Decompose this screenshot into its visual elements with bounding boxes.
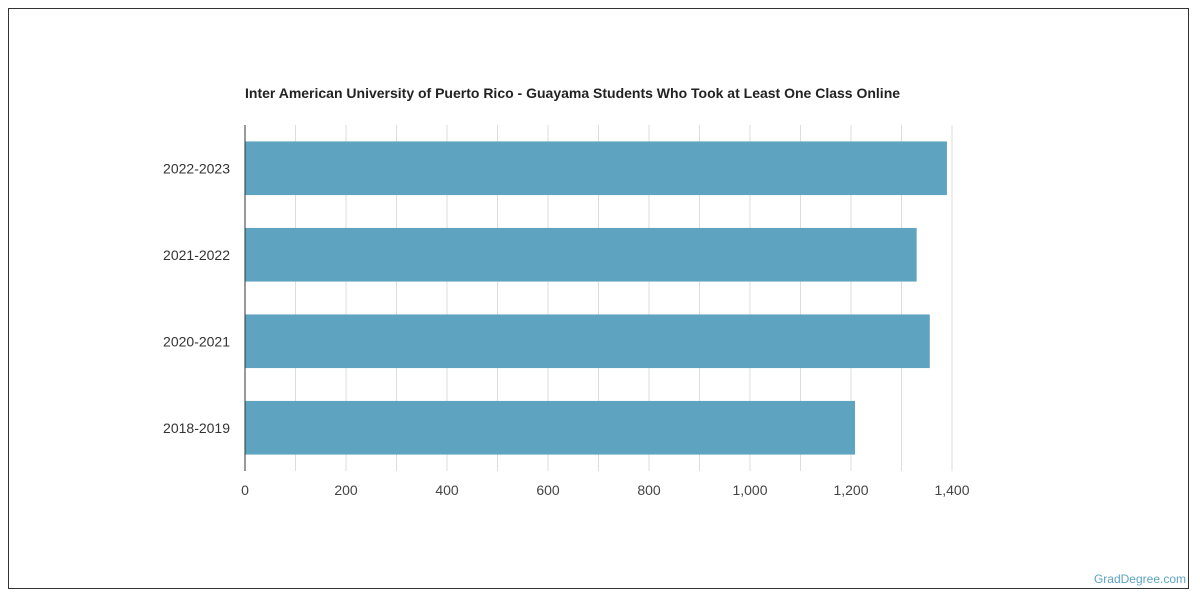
category-label: 2021-2022 [163,247,230,263]
source-link[interactable]: GradDegree.com [1093,572,1186,586]
category-label: 2018-2019 [163,420,230,436]
x-tick-label: 200 [334,482,358,498]
category-label: 2020-2021 [163,333,230,349]
x-tick-label: 1,000 [732,482,767,498]
x-tick-label: 0 [241,482,249,498]
x-tick-labels: 0 200 400 600 800 1,000 1,200 1,400 [241,482,970,498]
bar[interactable] [245,227,917,282]
bar[interactable] [245,400,856,455]
x-tick-label: 800 [637,482,661,498]
x-tick-label: 400 [435,482,459,498]
category-label: 2022-2023 [163,160,230,176]
chart-title: Inter American University of Puerto Rico… [245,85,901,101]
bars [245,141,947,455]
bar[interactable] [245,314,930,369]
bar[interactable] [245,141,947,196]
x-tick-label: 1,200 [833,482,868,498]
category-labels: 2022-2023 2021-2022 2020-2021 2018-2019 [163,160,230,436]
x-tick-label: 1,400 [934,482,969,498]
x-tick-label: 600 [536,482,560,498]
